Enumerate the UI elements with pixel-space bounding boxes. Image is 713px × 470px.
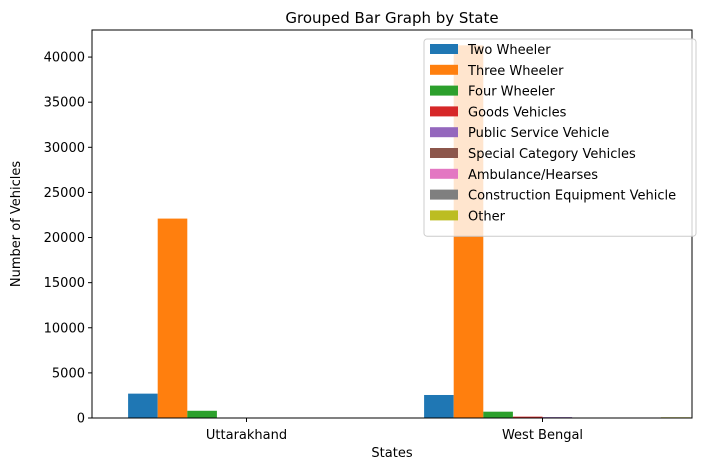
bar-two-wheeler-west-bengal <box>424 394 454 418</box>
y-axis-label: Number of Vehicles <box>9 161 24 288</box>
bar-four-wheeler-west-bengal <box>483 411 513 418</box>
y-axis: 0 5000 10000 15000 20000 25000 30000 35000 40000 <box>44 51 92 427</box>
y-tick-label: 20000 <box>44 231 85 246</box>
legend-swatch <box>430 168 458 179</box>
legend-swatch <box>430 44 458 54</box>
x-axis-label: States <box>371 446 412 461</box>
x-axis: Uttarakhand West Bengal <box>206 418 583 443</box>
bar-three-wheeler-uttarakhand <box>157 218 188 418</box>
y-tick-label: 30000 <box>44 141 85 156</box>
y-tick-label: 5000 <box>52 366 85 381</box>
legend-box <box>423 38 697 237</box>
legend: Two Wheeler Three Wheeler Four Wheeler Good… <box>423 38 697 237</box>
legend-label: Goods Vehicles <box>468 105 567 120</box>
legend-label: Four Wheeler <box>468 85 555 100</box>
chart-title: Grouped Bar Graph by State <box>285 9 498 27</box>
y-tick-label: 35000 <box>44 96 85 111</box>
legend-label: Special Category Vehicles <box>468 147 636 162</box>
y-tick-label: 15000 <box>44 276 85 291</box>
bar-two-wheeler-uttarakhand <box>128 393 158 418</box>
legend-swatch <box>430 189 458 200</box>
legend-swatch <box>430 127 458 138</box>
legend-label: Other <box>468 209 506 224</box>
legend-swatch <box>430 210 458 221</box>
x-tick-label: Uttarakhand <box>206 428 287 443</box>
legend-swatch <box>430 148 458 158</box>
legend-label: Public Service Vehicle <box>468 126 609 141</box>
legend-swatch <box>430 106 458 117</box>
y-tick-label: 25000 <box>44 186 85 201</box>
y-tick-label: 40000 <box>44 51 85 66</box>
bar-goods-vehicles-west-bengal <box>512 416 543 418</box>
y-tick-label: 0 <box>77 412 85 427</box>
bar-four-wheeler-uttarakhand <box>187 410 217 418</box>
x-tick-label: West Bengal <box>502 428 583 443</box>
legend-label: Ambulance/Hearses <box>468 168 598 183</box>
legend-label: Three Wheeler <box>467 64 564 79</box>
legend-swatch <box>430 85 458 96</box>
legend-swatch <box>430 64 458 75</box>
legend-label: Construction Equipment Vehicle <box>468 189 676 204</box>
y-tick-label: 10000 <box>44 321 85 336</box>
legend-label: Two Wheeler <box>467 43 551 58</box>
